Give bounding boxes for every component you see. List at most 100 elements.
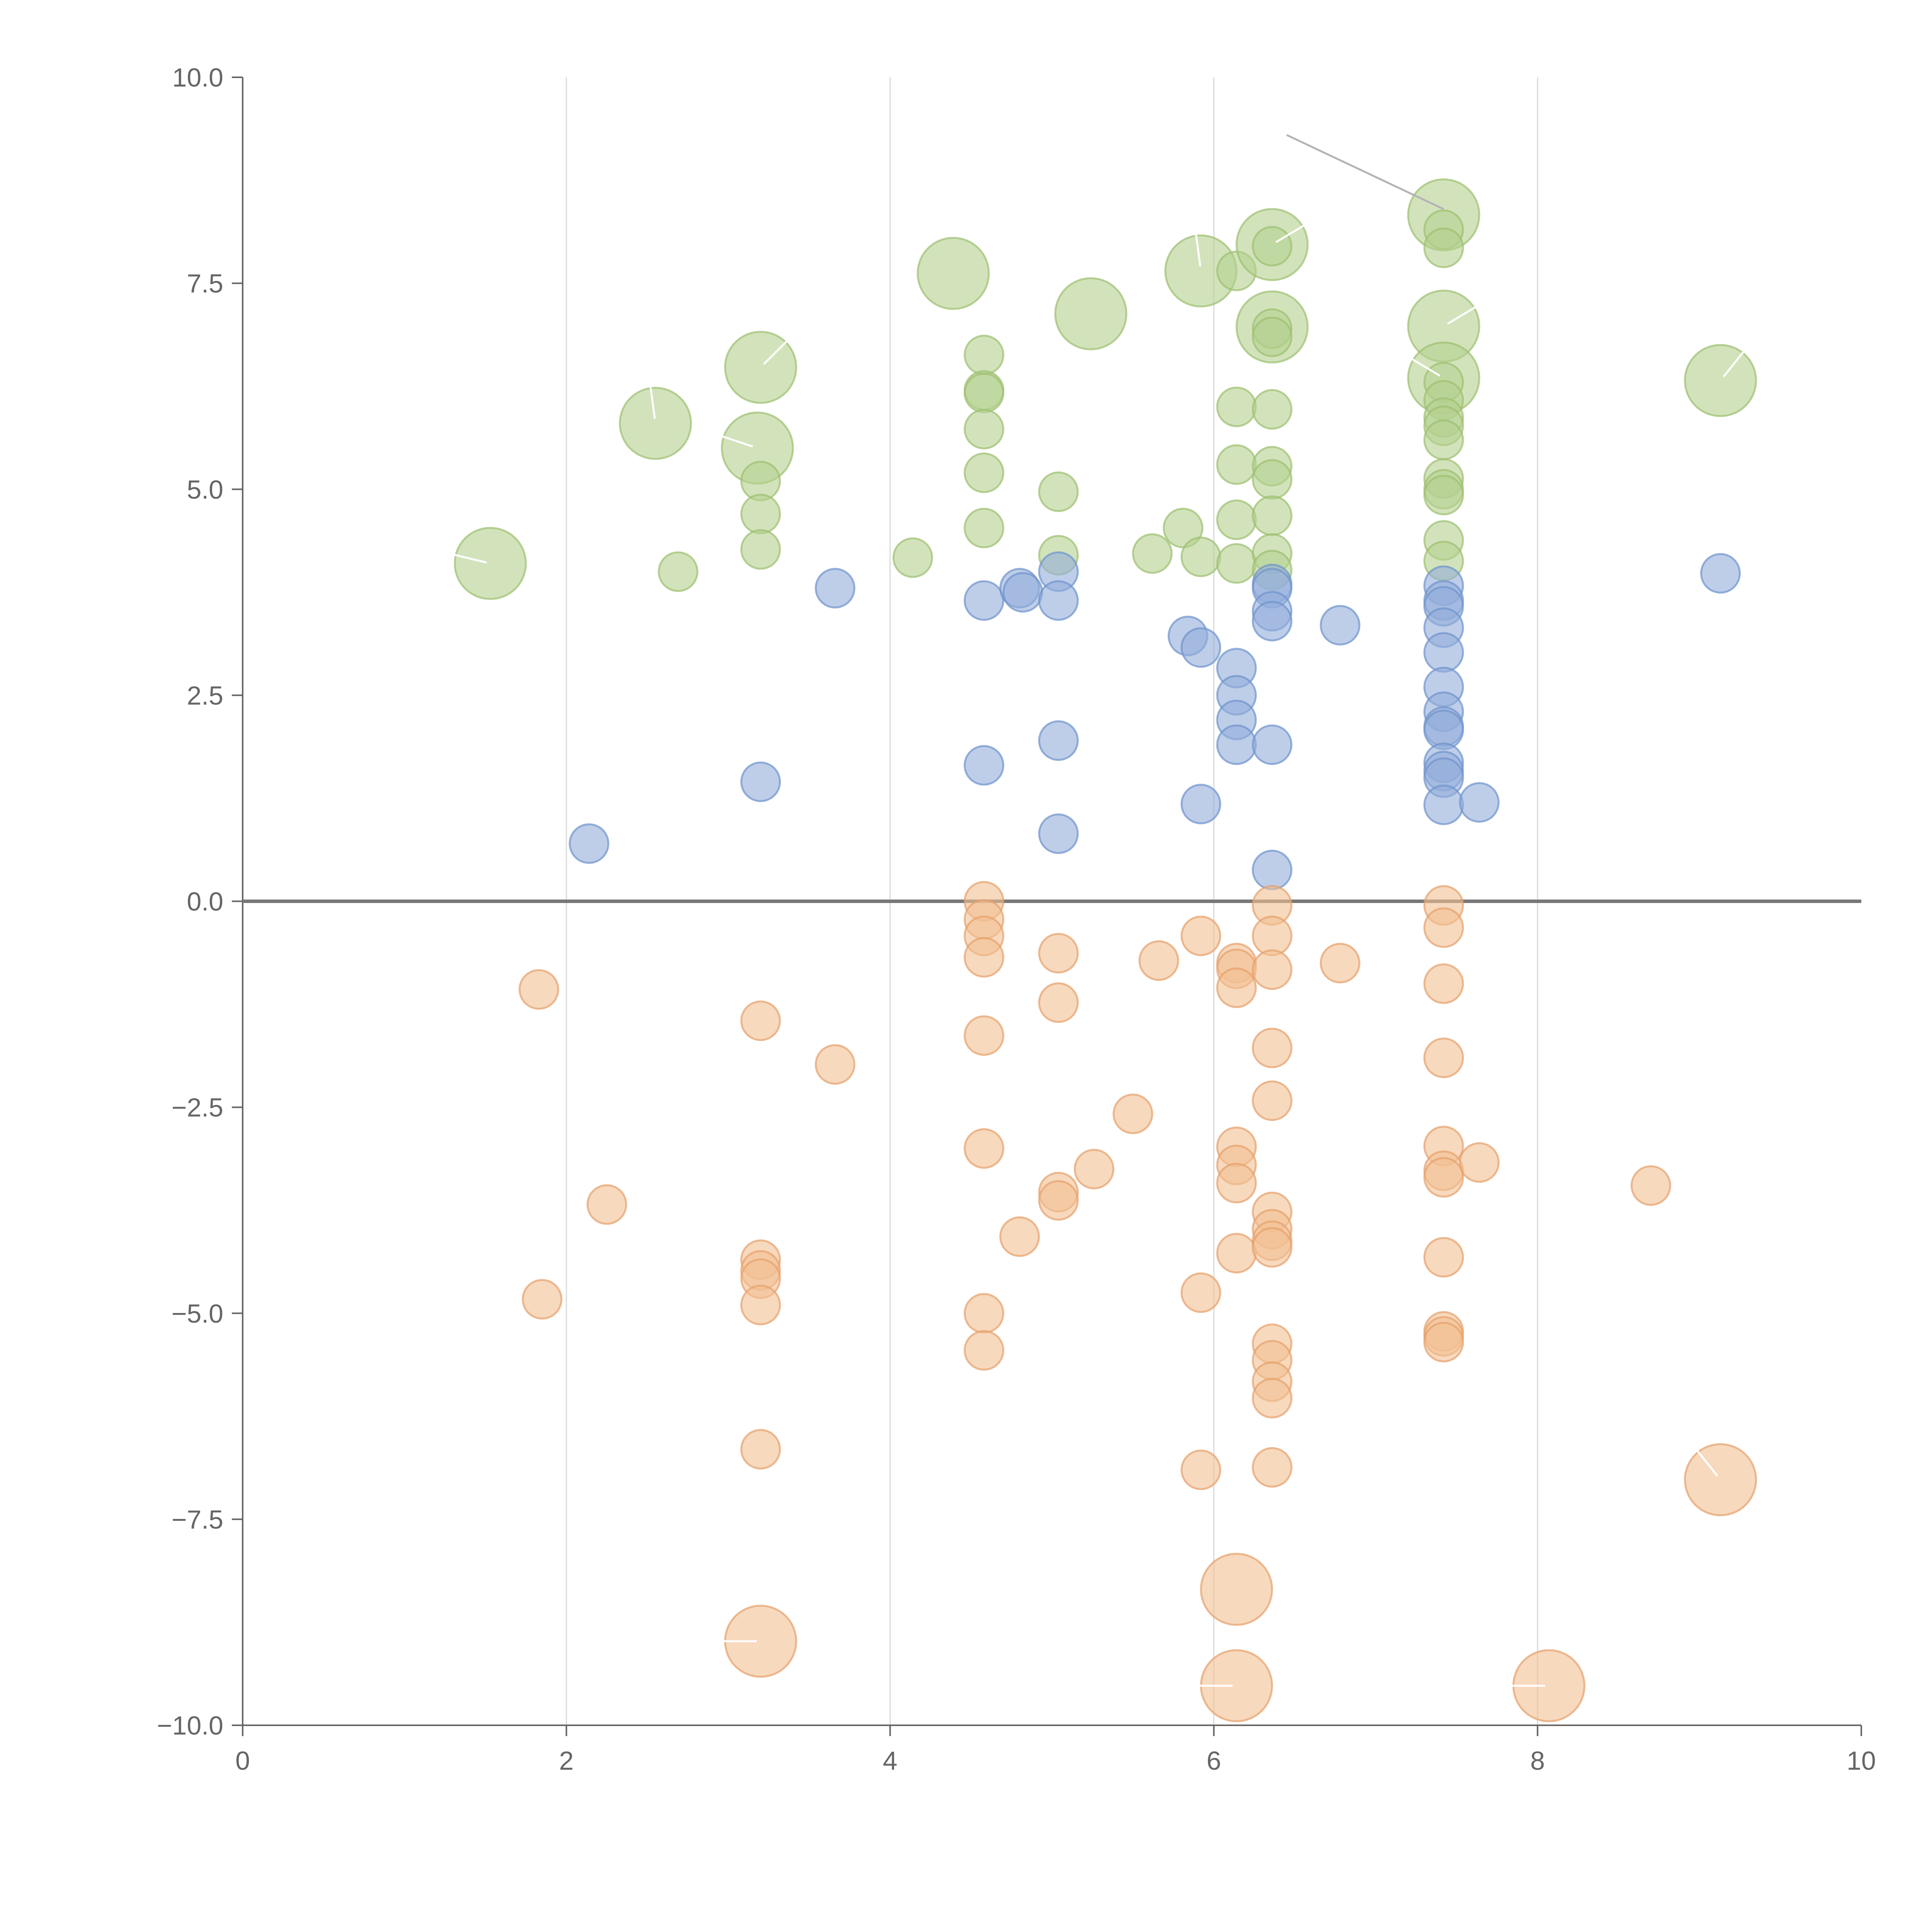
label-leader-line [1404,354,1440,377]
data-point [815,568,855,609]
data-point [815,1044,855,1085]
data-point [1138,940,1179,981]
data-point [1423,784,1464,825]
label-leader-line [1723,341,1752,378]
data-point [1038,580,1079,621]
data-point [999,1216,1040,1257]
data-point [740,1000,781,1041]
data-point [1423,1157,1464,1198]
data-point [519,969,560,1010]
data-point [1180,1449,1221,1490]
data-point [1252,316,1293,357]
data-point [964,335,1005,376]
x-tick-label: 4 [883,1746,898,1776]
data-point [1073,1149,1114,1190]
data-point [1252,724,1293,765]
data-point [1132,533,1173,574]
data-point [1252,1378,1293,1418]
data-point [1216,1163,1257,1204]
data-point [1423,632,1464,673]
data-point [1252,226,1293,267]
data-point [1252,949,1293,990]
data-point [1423,1037,1464,1078]
data-point [1252,495,1293,536]
data-point [1216,1233,1257,1274]
bubbles [454,178,1757,1723]
data-point [740,529,781,570]
y-tick-label: 7.5 [187,269,223,298]
data-point [964,745,1005,786]
label-leader-line [451,553,487,564]
data-point [1423,419,1464,460]
data-point [1252,459,1293,500]
label-leader-line [763,335,793,365]
data-point [1216,386,1257,427]
data-point [1423,1237,1464,1278]
data-point [1630,1165,1671,1206]
data-point [1320,942,1361,983]
data-point [1216,499,1257,540]
data-point [740,1284,781,1325]
data-point [1038,720,1079,761]
axes: −10.0 −7.5 −5.0 −2.5 0.0 2.5 5.0 7.5 10.0 0 2 4 6 8 10 [157,63,1876,1776]
y-tick-label: −10.0 [157,1711,223,1740]
y-tick-label: −7.5 [172,1505,223,1534]
data-point [1423,907,1464,948]
y-tick-label: 10.0 [172,63,223,92]
x-tick-label: 0 [235,1746,250,1776]
data-point [1180,784,1221,825]
data-point [740,493,781,534]
data-point [1216,543,1257,584]
y-tick-label: −2.5 [172,1093,223,1122]
data-point [1038,471,1079,512]
data-point [964,937,1005,978]
x-tick-label: 2 [559,1746,574,1776]
data-point [1180,1272,1221,1313]
data-point [1252,1080,1293,1121]
data-point [568,823,609,864]
data-point [1002,572,1043,613]
data-point [964,1128,1005,1169]
data-point [1038,933,1079,974]
data-point [917,237,990,310]
data-point [964,1015,1005,1056]
data-point [1180,627,1221,668]
data-point [1216,967,1257,1008]
data-point [658,551,699,592]
data-point [1252,1027,1293,1068]
data-point [1112,1094,1153,1134]
data-point [1216,724,1257,765]
x-tick-label: 6 [1206,1746,1221,1776]
data-point [1038,813,1079,854]
data-point [1684,1443,1757,1517]
y-tick-label: 5.0 [187,475,223,504]
data-point [1180,536,1221,577]
data-point [1200,1553,1273,1626]
data-point [1252,1447,1293,1488]
label-leader-line [1689,1440,1718,1477]
label-leader-line [1447,302,1483,325]
data-point [964,1293,1005,1334]
label-leader-line [1194,224,1201,267]
data-point [619,387,692,460]
data-point [1252,849,1293,890]
data-point [964,507,1005,548]
data-point [1252,600,1293,641]
data-point [1423,963,1464,1004]
y-tick-label: −5.0 [172,1299,223,1328]
data-point [1252,389,1293,430]
data-point [1423,474,1464,515]
data-point [1423,227,1464,268]
data-point [964,580,1005,621]
data-point [964,1330,1005,1371]
data-point [964,409,1005,450]
data-point [454,527,527,600]
y-tick-label: 2.5 [187,681,223,710]
data-point [1038,1180,1079,1221]
data-point [1423,1321,1464,1362]
data-point [1054,277,1128,350]
data-point [740,761,781,802]
data-point [1038,982,1079,1023]
